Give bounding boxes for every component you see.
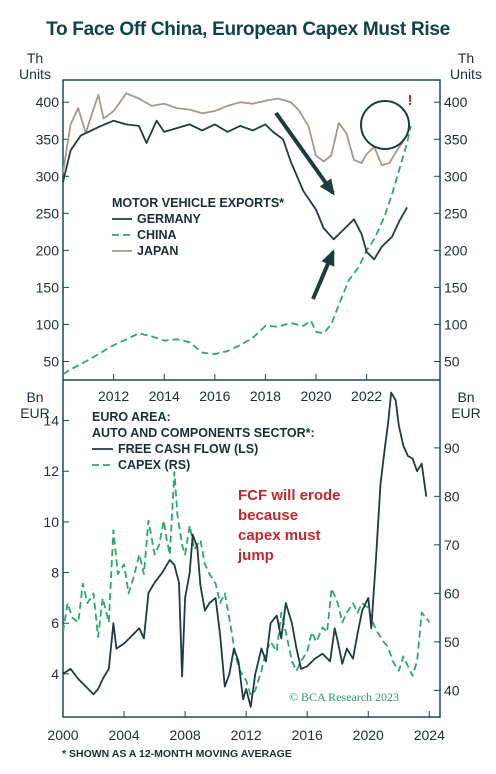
top-xtick-label: 2022 [351,388,382,404]
top-xtick-label: 2014 [149,388,180,404]
bottom-ytick-label-left: 8 [51,565,59,581]
top-ytick-label-right: 50 [444,353,460,369]
series-line-free-cash-flow [62,391,428,708]
top-right-unit: Th [458,50,474,66]
fcf-annotation-line: capex must [238,527,321,544]
highlight-circle [360,100,410,150]
top-ytick-label-left: 400 [36,94,60,110]
bottom-left-unit: EUR [20,405,50,421]
top-xtick-label: 2020 [300,388,331,404]
bottom-ytick-label-right: 60 [444,585,460,601]
top-ytick-label-left: 250 [36,205,60,221]
legend-label-china: CHINA [137,228,177,242]
bottom-ytick-label-right: 70 [444,537,460,553]
bottom-ytick-label-right: 50 [444,634,460,650]
bottom-xtick-label: 2012 [231,727,262,743]
bottom-ytick-label-right: 90 [444,440,460,456]
top-ytick-label-left: 350 [36,131,60,147]
legend-label-japan: JAPAN [137,244,178,258]
top-ytick-label-left: 300 [36,168,60,184]
bottom-legend-title: EURO AREA: [92,410,171,424]
chart-frame [62,79,441,718]
arrow-up-head [321,249,335,267]
legend-label-germany: GERMANY [137,212,202,226]
arrow-down-head [319,178,335,196]
top-legend-title: MOTOR VEHICLE EXPORTS* [112,196,284,210]
bottom-xtick-label: 2024 [414,727,445,743]
footnote: * SHOWN AS A 12-MONTH MOVING AVERAGE [62,748,292,760]
bottom-left-unit: Bn [26,389,43,405]
bottom-ytick-label-right: 80 [444,488,460,504]
top-xtick-label: 2018 [250,388,281,404]
credit-text: © BCA Research 2023 [289,690,399,704]
legend-label-fcf: FREE CASH FLOW (LS) [118,442,258,456]
top-ytick-label-right: 300 [444,168,468,184]
top-ytick-label-left: 150 [36,279,60,295]
bottom-right-unit: EUR [451,405,481,421]
bottom-xtick-label: 2016 [292,727,323,743]
fcf-annotation-line: jump [237,547,274,564]
top-ytick-label-right: 100 [444,316,468,332]
top-ytick-label-left: 200 [36,242,60,258]
bottom-ytick-label-left: 12 [43,463,59,479]
top-right-unit: Units [450,66,482,82]
bottom-legend-title: AUTO AND COMPONENTS SECTOR*: [92,426,315,440]
bottom-ytick-label-left: 10 [43,514,59,530]
top-left-unit: Th [27,50,43,66]
bottom-xtick-label: 2000 [47,727,78,743]
top-ytick-label-right: 200 [444,242,468,258]
series-line-japan [62,92,406,173]
top-ytick-label-right: 250 [444,205,468,221]
legend-label-capex: CAPEX (RS) [118,458,190,472]
bottom-ytick-label-left: 14 [43,413,59,429]
arrow-down [274,111,335,195]
bottom-xtick-label: 2008 [170,727,201,743]
bottom-right-unit: Bn [457,389,474,405]
chart-title: To Face Off China, European Capex Must R… [46,19,450,40]
series-line-china [62,125,412,375]
bottom-ytick-label-left: 4 [51,666,59,682]
series-line-germany [62,119,408,261]
exclamation-mark: ! [408,92,413,109]
bottom-ytick-label-right: 40 [444,682,460,698]
bottom-ytick-label-left: 6 [51,615,59,631]
bottom-xtick-label: 2004 [108,727,139,743]
top-ytick-label-right: 400 [444,94,468,110]
top-ytick-label-left: 100 [36,316,60,332]
top-ytick-label-right: 350 [444,131,468,147]
bottom-xtick-label: 2020 [353,727,384,743]
top-ytick-label-left: 50 [43,353,59,369]
top-left-unit: Units [19,66,51,82]
top-ytick-label-right: 150 [444,279,468,295]
top-xtick-label: 2012 [98,388,129,404]
top-xtick-label: 2016 [199,388,230,404]
fcf-annotation-line: because [238,507,298,524]
fcf-annotation-line: FCF will erode [238,487,341,504]
